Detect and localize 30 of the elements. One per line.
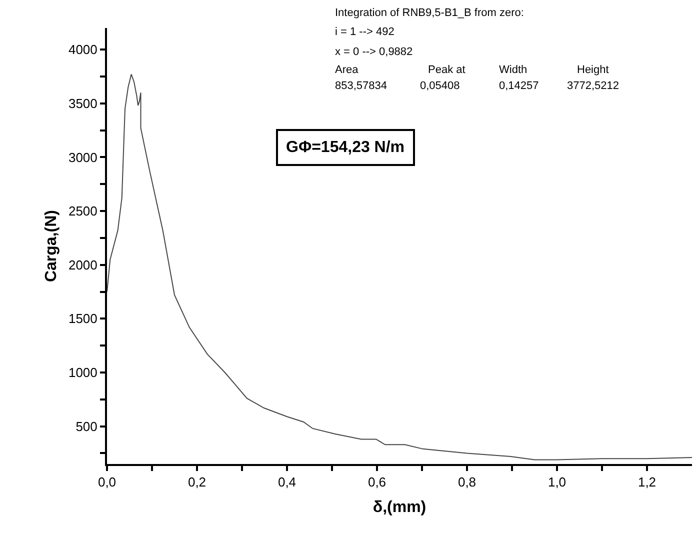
annotation: 0,05408: [420, 80, 460, 92]
x-tick-label: 0,8: [458, 474, 476, 490]
annotation: Peak at: [428, 64, 466, 76]
x-tick-label: 0,4: [278, 474, 296, 490]
x-tick-label: 1,0: [548, 474, 566, 490]
y-tick-label: 3000: [68, 150, 98, 165]
y-axis-title: Carga,(N): [42, 210, 60, 282]
y-tick-label: 500: [76, 418, 98, 434]
y-tick-label: 2500: [68, 204, 98, 219]
x-tick-label: 1,2: [638, 474, 656, 490]
y-tick-label: 4000: [68, 42, 98, 58]
line-series: [107, 74, 692, 460]
x-tick-label: 0,2: [188, 474, 206, 490]
y-tick-label: 2000: [68, 257, 98, 272]
x-tick-label: 0,6: [368, 474, 386, 490]
annotation: GΦ=154,23 N/m: [286, 139, 405, 156]
annotation: 0,14257: [499, 80, 539, 92]
y-tick-label: 1000: [68, 365, 98, 380]
annotation: Height: [577, 64, 609, 76]
annotation: i = 1 --> 492: [335, 26, 394, 38]
x-axis-title: δ,(mm): [372, 498, 426, 516]
annotation: 3772,5212: [567, 80, 619, 92]
y-tick-label: 3500: [68, 96, 98, 111]
annotation: 853,57834: [335, 80, 387, 92]
annotation: Area: [335, 64, 360, 76]
text: Integration of RNB9,5-B1_B from zero:: [335, 7, 524, 19]
x-tick-label: 0,0: [98, 474, 116, 490]
annotation: x = 0 --> 0,9882: [335, 46, 413, 58]
y-tick-label: 1500: [68, 311, 98, 326]
annotation: Width: [499, 64, 528, 76]
